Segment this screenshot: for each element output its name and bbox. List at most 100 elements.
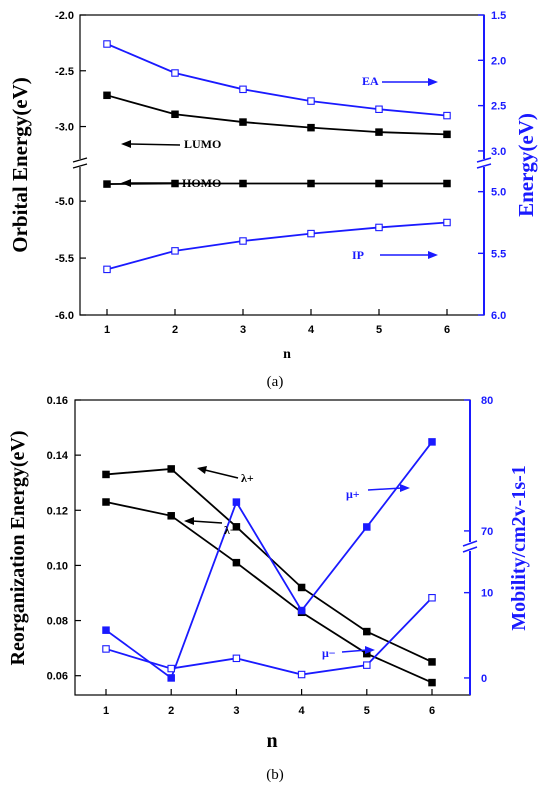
point-LUMO-1 — [103, 91, 111, 100]
point-mu_plus-2 — [167, 674, 175, 682]
point-LUMO-2 — [171, 110, 179, 119]
panel-b-right-tick-label-70: 70 — [481, 526, 493, 538]
panel-a-x-tick-label-2: 2 — [172, 324, 178, 336]
annotation-lumo: LUMO — [121, 137, 221, 151]
point-EA-1 — [103, 40, 111, 48]
panel-b-left-tick-label-0.12: 0.12 — [47, 505, 68, 517]
point-IP-4 — [307, 229, 315, 238]
panel-a-x-tick-label-6: 6 — [444, 324, 450, 336]
point-EA-6 — [443, 111, 451, 120]
series-line-lambda_plus — [105, 467, 433, 663]
point-mu_plus-5 — [363, 523, 371, 531]
point-mu_minus-3 — [232, 654, 241, 663]
annotation-ea: EA — [362, 74, 438, 88]
point-EA-5 — [375, 105, 383, 114]
point-lambda_plus-4 — [297, 583, 306, 592]
point-mu_plus-6 — [428, 438, 436, 446]
point-HOMO-4 — [307, 179, 315, 188]
panel-b-x-tick-label-2: 2 — [168, 705, 174, 717]
point-lambda_minus-3 — [232, 558, 241, 567]
panel-a-left-tick-label--3.0: -3.0 — [55, 122, 74, 134]
point-IP-3 — [239, 237, 247, 245]
panel-b-right-tick-label-0: 0 — [481, 673, 487, 685]
point-IP-1 — [103, 265, 111, 274]
point-mu_minus-6 — [428, 594, 436, 602]
point-EA-4 — [307, 97, 315, 105]
panel-b-left-tick-label-0.06: 0.06 — [47, 671, 68, 683]
point-lambda_minus-1 — [102, 498, 110, 506]
point-EA-3 — [239, 85, 247, 94]
panel-b-left-tick-label-0.10: 0.10 — [47, 560, 68, 572]
panel-a-left-tick-label--5.0: -5.0 — [55, 196, 74, 208]
point-IP-6 — [443, 218, 451, 227]
panel-b-right-tick-label-10: 10 — [481, 588, 493, 600]
point-mu_plus-4 — [297, 606, 306, 615]
point-lambda_minus-6 — [428, 678, 436, 687]
caption-b: (b) — [266, 767, 284, 783]
panel-b-left-tick-label-0.16: 0.16 — [47, 395, 68, 407]
point-HOMO-6 — [443, 179, 451, 188]
label-lambda-minus: λ− — [224, 523, 237, 537]
series-line-EA — [106, 43, 448, 117]
panel-a-right-tick-label-5.5: 5.5 — [491, 248, 506, 260]
annotation-ip: IP — [352, 248, 438, 262]
point-mu_minus-1 — [102, 645, 110, 653]
panel-b-right-axis-label: Mobility/cm2v-1s-1 — [508, 465, 530, 631]
panel-b-x-tick-label-1: 1 — [103, 705, 109, 717]
point-IP-5 — [375, 223, 383, 232]
label-mu-minus: μ− — [322, 646, 336, 660]
panel-a-frame — [79, 14, 485, 316]
series-line-LUMO — [106, 94, 448, 136]
annotation-mu-plus: μ+ — [346, 484, 410, 501]
point-lambda_minus-2 — [167, 512, 175, 520]
panel-a-x-axis-label: n — [283, 347, 291, 362]
panel-a-left-axis-break — [72, 157, 88, 169]
annotation-homo: HOMO — [121, 176, 221, 190]
panel-a-right-axis-label: Energy(eV) — [514, 113, 538, 217]
point-lambda_plus-3 — [232, 523, 241, 531]
panel-a: 1 2 3 4 5 6 -2.0 -2.5 -3.0 -5.0 -5.5 -6.0 1.5 2.0 2.5 3… — [8, 10, 538, 390]
panel-b-left-tick-label-0.08: 0.08 — [47, 616, 68, 628]
panel-a-x-tick-label-5: 5 — [376, 324, 382, 336]
panel-b-right-axis-break — [462, 540, 478, 553]
point-lambda_plus-2 — [167, 465, 175, 473]
annotation-mu-minus: μ− — [322, 646, 375, 660]
point-mu_plus-3 — [232, 498, 241, 506]
point-IP-2 — [171, 247, 179, 255]
annotation-lambda-minus: λ− — [184, 517, 237, 537]
series-line-lambda_minus — [105, 501, 433, 684]
label-ip: IP — [352, 248, 364, 262]
panel-a-right-tick-label-6.0: 6.0 — [491, 310, 506, 322]
point-HOMO-1 — [103, 180, 111, 188]
panel-b-x-tick-label-3: 3 — [233, 705, 239, 717]
point-LUMO-6 — [443, 130, 451, 139]
label-homo: HOMO — [182, 176, 221, 190]
label-lumo: LUMO — [184, 137, 221, 151]
point-mu_minus-5 — [363, 661, 371, 669]
point-HOMO-3 — [239, 179, 247, 188]
panel-b-x-tick-label-4: 4 — [299, 705, 306, 717]
point-mu_minus-2 — [167, 664, 175, 673]
series-line-mu_minus — [105, 597, 433, 676]
panel-a-left-axis-label: Orbital Energy(eV) — [8, 77, 32, 253]
label-lambda-plus: λ+ — [241, 471, 254, 485]
label-ea: EA — [362, 74, 379, 88]
point-HOMO-5 — [375, 179, 383, 188]
panel-a-left-tick-label--2.0: -2.0 — [55, 10, 74, 22]
panel-a-right-tick-label-2.5: 2.5 — [491, 101, 506, 113]
panel-b-x-tick-label-5: 5 — [364, 705, 370, 717]
panel-a-right-tick-label-1.5: 1.5 — [491, 10, 506, 22]
panel-a-left-tick-label--2.5: -2.5 — [55, 66, 74, 78]
point-lambda_plus-1 — [102, 470, 110, 479]
point-lambda_plus-5 — [363, 627, 371, 636]
panel-b-left-axis-label: Reorganization Energy(eV) — [7, 431, 29, 666]
annotation-lambda-plus: λ+ — [197, 466, 254, 485]
point-LUMO-4 — [307, 123, 315, 132]
series-line-mu_plus — [105, 441, 433, 680]
point-LUMO-5 — [375, 128, 383, 136]
point-lambda_plus-6 — [428, 658, 436, 666]
point-EA-2 — [171, 69, 179, 77]
panel-b-left-tick-label-0.14: 0.14 — [47, 450, 69, 462]
panel-b: 1 2 3 4 5 6 0.06 0.08 0.10 0.12 0.14 0.16 0 10 70 80 λ+… — [7, 395, 530, 783]
